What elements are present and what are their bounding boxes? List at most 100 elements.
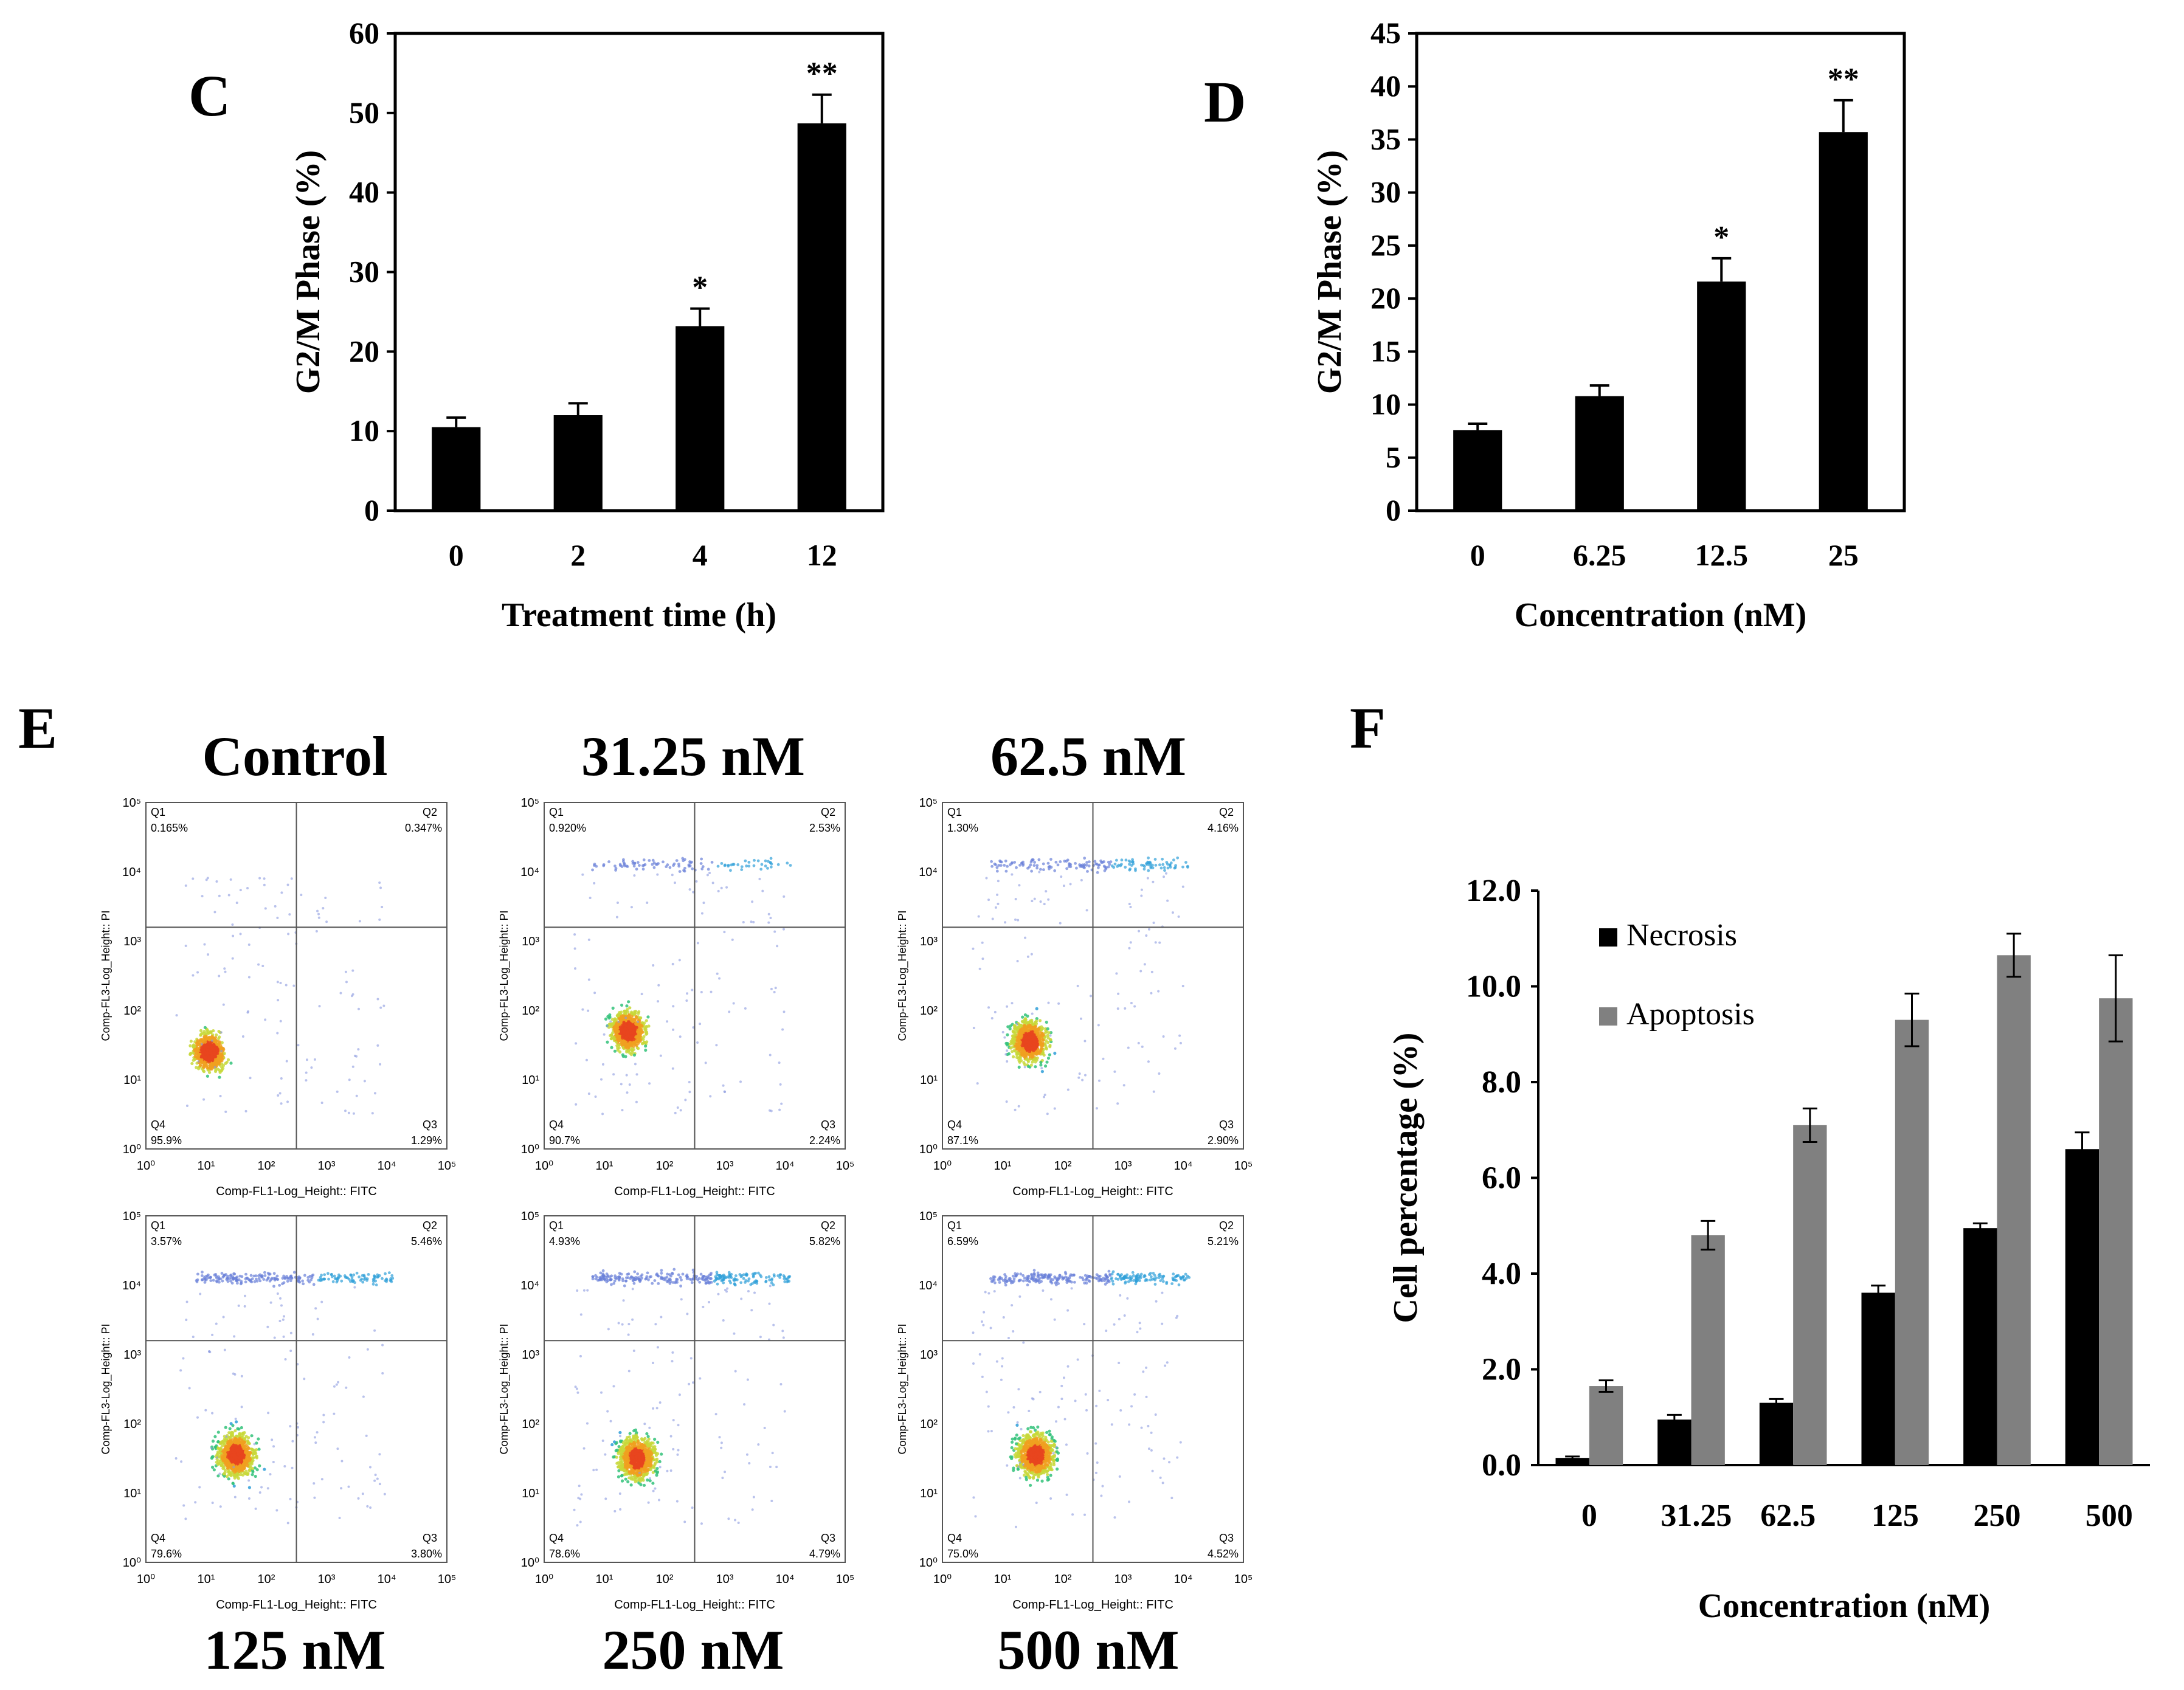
event-dot [265,1278,269,1282]
event-dot [277,1094,280,1097]
event-dot [1046,1057,1051,1060]
event-dot [644,1019,648,1023]
event-dot [379,886,382,889]
event-dot [211,1036,215,1040]
event-dot [624,1035,629,1040]
x-log-tick-label: 10⁴ [1174,1159,1193,1173]
event-dot [1006,1060,1009,1063]
event-dot [1042,868,1045,872]
event-dot [387,1271,391,1275]
event-dot [385,1277,388,1281]
event-dot [207,1055,211,1059]
event-dot [1024,936,1027,939]
event-dot [750,920,753,923]
event-dot [232,1372,235,1375]
event-dot [362,1278,366,1281]
event-dot [1046,861,1050,865]
event-dot [699,1023,702,1026]
event-dot [229,1435,233,1440]
event-dot [991,917,994,920]
event-dot [709,1095,712,1098]
event-dot [382,1004,385,1007]
event-dot [1181,885,1184,888]
y-tick-label: 0 [364,493,379,527]
event-dot [1020,1024,1023,1028]
event-dot [610,1046,613,1049]
event-dot [1026,1026,1029,1029]
x-tick-label: 2 [570,538,586,572]
event-dot [678,870,682,874]
event-dot [1113,862,1117,866]
event-dot [337,1273,340,1277]
event-dot [767,921,770,924]
event-dot [761,889,764,892]
event-dot [587,978,590,981]
event-dot [189,1040,193,1043]
event-dot [778,1108,781,1111]
event-dot [1163,869,1166,872]
event-dot [200,1043,203,1046]
event-dot [305,1058,308,1061]
event-dot [220,1272,224,1275]
event-dot [625,864,629,868]
event-dot [610,1018,614,1021]
event-dot [357,1048,360,1051]
event-dot [316,909,319,912]
event-dot [666,1020,669,1023]
event-dot [201,1065,206,1069]
event-dot [779,1083,782,1086]
flow-plot: Q11.30%Q24.16%Q32.90%Q487.1%10⁰10⁰10¹10¹… [896,725,1253,1198]
event-dot [193,1044,196,1048]
event-dot [376,998,379,1001]
event-dot [280,1077,283,1080]
event-dot [233,1335,236,1338]
event-dot [340,1460,344,1463]
event-dot [1097,863,1101,867]
event-dot [1048,1053,1051,1057]
event-dot [1018,1040,1022,1044]
x-tick-label: 6.25 [1573,538,1626,572]
event-dot [224,970,227,973]
event-dot [219,1031,223,1034]
event-dot [311,1273,315,1277]
event-dot [244,1109,247,1112]
event-dot [226,1455,230,1459]
event-dot [620,1010,623,1014]
event-dot [224,1110,227,1113]
event-dot [1021,1015,1025,1019]
event-dot [297,1275,301,1278]
event-dot [249,1278,252,1282]
event-dot [720,861,724,865]
event-dot [285,984,288,987]
event-dot [1031,1012,1034,1015]
event-dot [1047,1001,1050,1004]
event-dot [1015,866,1018,869]
event-dot [699,862,703,865]
event-dot [223,1468,227,1472]
event-dot [218,1075,221,1079]
event-dot [317,916,320,919]
event-dot [1093,860,1097,863]
event-dot [1030,859,1034,863]
event-dot [255,1456,259,1460]
event-dot [628,1040,632,1044]
event-dot [617,1039,621,1043]
event-dot [317,912,320,916]
event-dot [182,1357,185,1360]
y-log-tick-label: 10⁴ [122,1279,141,1292]
event-dot [308,1280,311,1284]
x-log-tick-label: 10⁴ [378,1573,396,1586]
event-dot [318,1005,321,1008]
event-dot [302,1282,305,1286]
quadrant-label: Q1 [549,806,564,818]
event-dot [677,863,680,866]
event-dot [313,1058,316,1061]
event-dot [242,1463,246,1466]
event-dot [373,1092,376,1095]
event-dot [224,1061,227,1065]
event-dot [1066,1088,1070,1091]
y-log-tick-label: 10⁴ [520,866,539,879]
event-dot [248,1461,252,1465]
y-axis-title: Comp-FL3-Log_Height:: PI [896,910,909,1041]
event-dot [202,1060,206,1064]
